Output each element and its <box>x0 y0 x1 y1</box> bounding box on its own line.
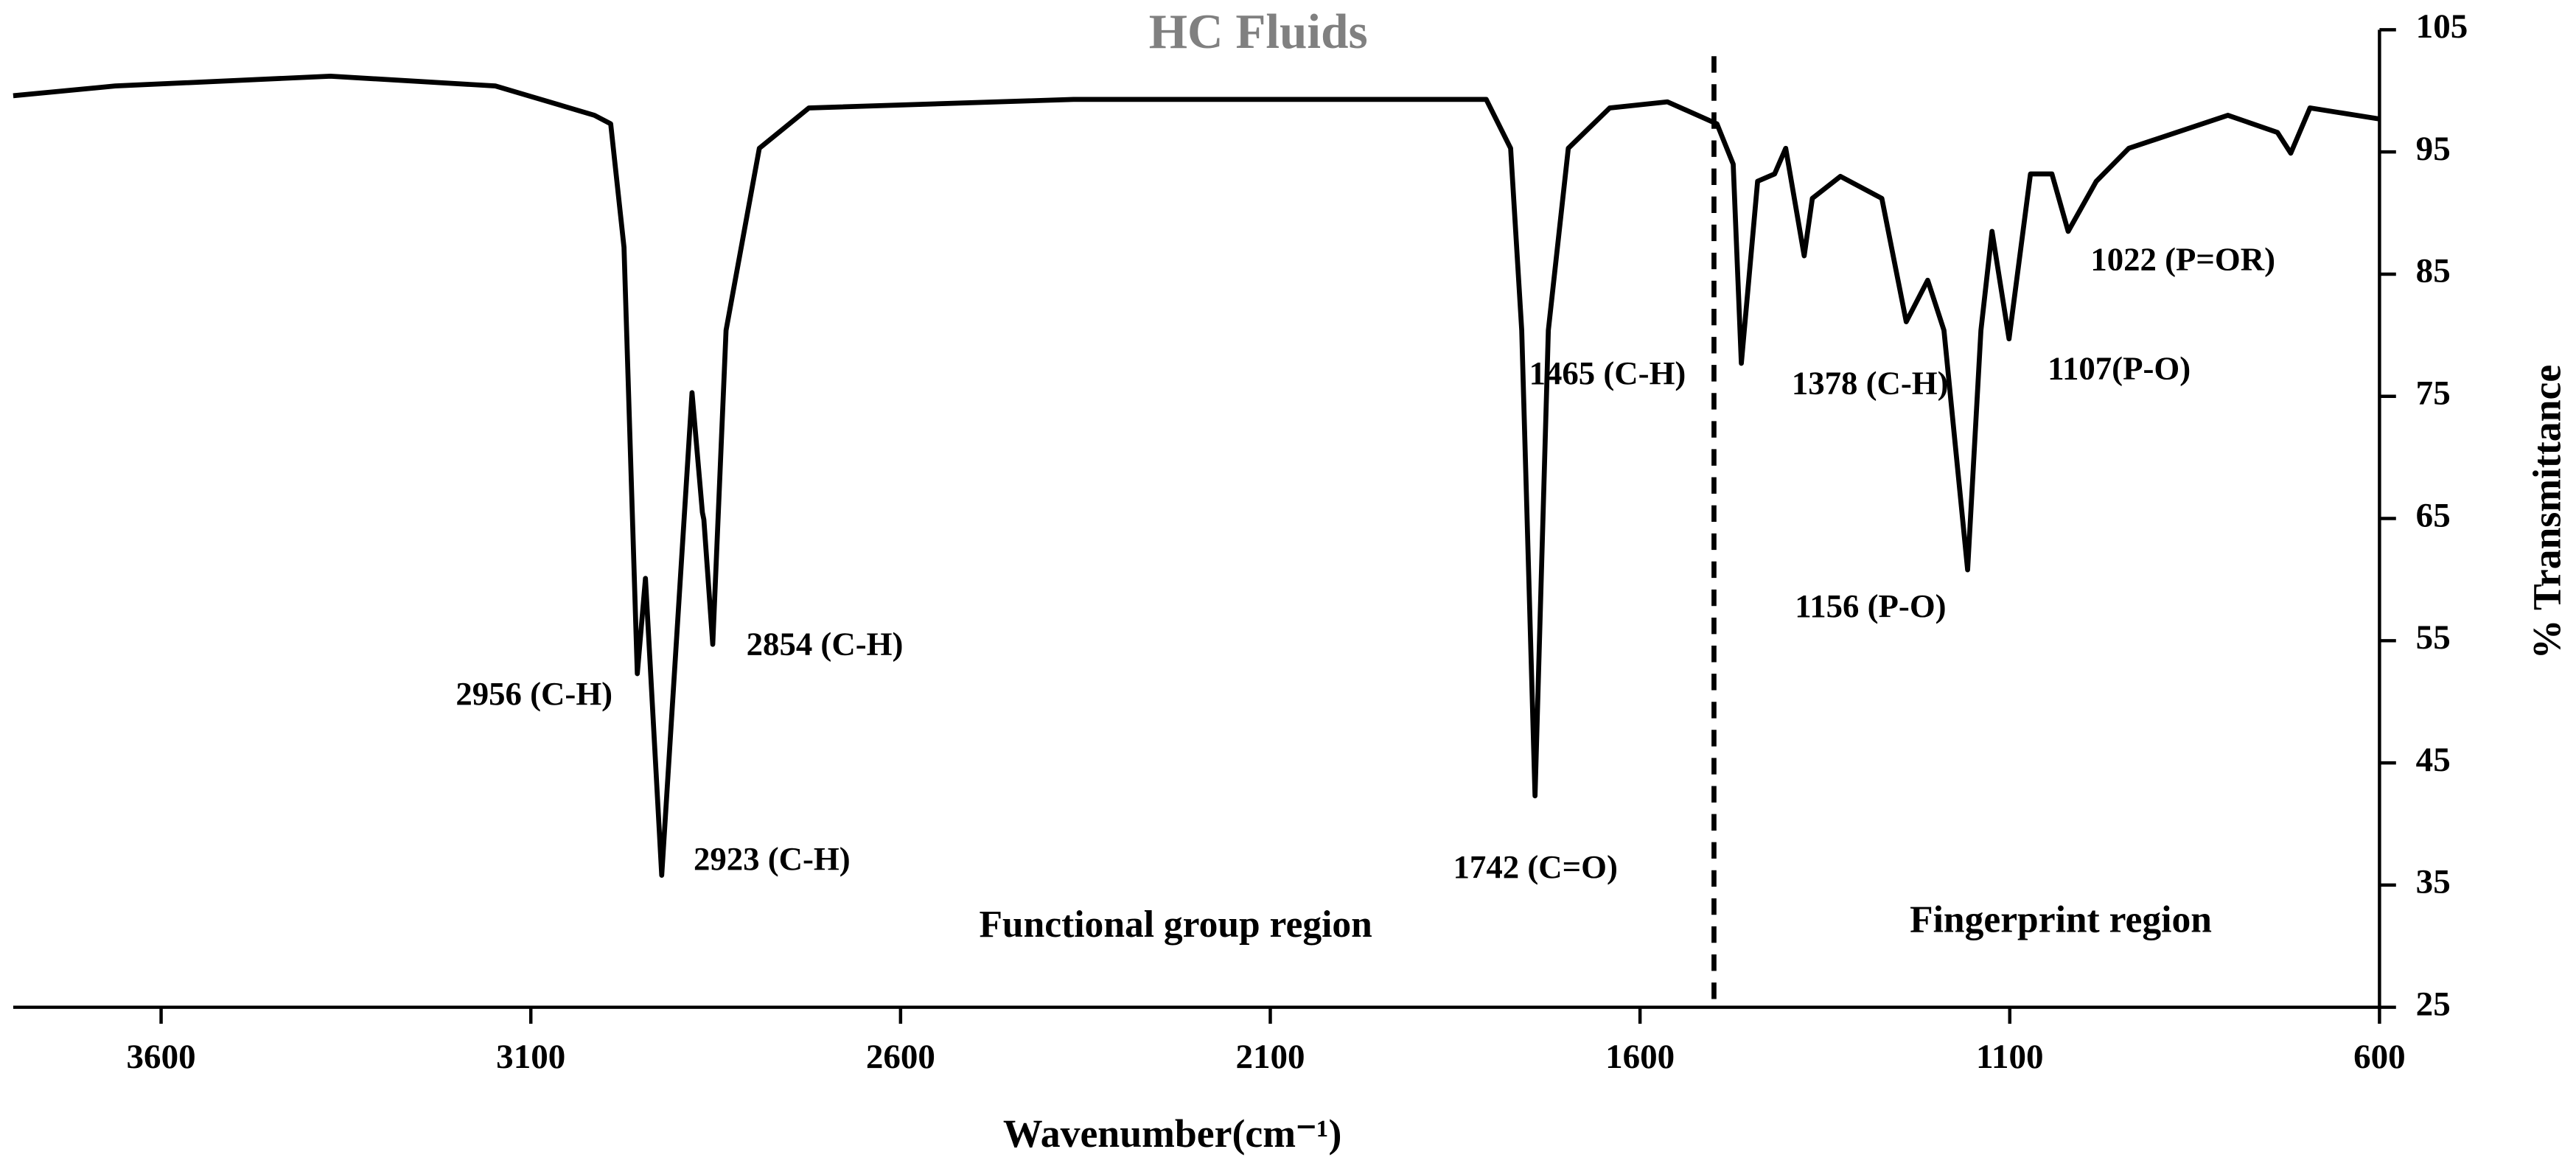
annotation: 1742 (C=O) <box>1453 848 1618 885</box>
annotation: 1022 (P=OR) <box>2090 241 2275 278</box>
x-tick-label: 600 <box>2353 1038 2406 1076</box>
y-tick-label: 25 <box>2416 985 2451 1023</box>
x-tick-label: 2600 <box>866 1038 935 1076</box>
annotation: 1156 (P-O) <box>1795 587 1946 624</box>
annotation: Functional group region <box>979 904 1372 946</box>
annotation: 2854 (C-H) <box>747 626 904 663</box>
y-tick-label: 65 <box>2416 496 2451 534</box>
y-axis-label: % Transmittance <box>2525 365 2569 660</box>
annotation: 1378 (C-H) <box>1792 365 1949 402</box>
x-tick-label: 2100 <box>1235 1038 1305 1076</box>
y-tick-label: 85 <box>2416 252 2451 290</box>
annotation: 1465 (C-H) <box>1529 355 1686 391</box>
spectrum-line <box>13 74 2380 878</box>
annotation: Fingerprint region <box>1910 898 2212 940</box>
x-tick-label: 3600 <box>127 1038 196 1076</box>
annotation: 1107(P-O) <box>2048 349 2191 386</box>
y-tick-label: 75 <box>2416 374 2451 413</box>
y-tick-label: 35 <box>2416 863 2451 901</box>
x-tick-label: 1600 <box>1605 1038 1675 1076</box>
x-tick-label: 1100 <box>1976 1038 2043 1076</box>
y-tick-label: 45 <box>2416 741 2451 779</box>
y-tick-label: 95 <box>2416 130 2451 168</box>
y-tick-label: 55 <box>2416 618 2451 657</box>
x-tick-label: 3100 <box>496 1038 565 1076</box>
y-tick-label: 105 <box>2416 7 2468 46</box>
annotation: 2923 (C-H) <box>694 840 851 877</box>
x-axis-label: Wavenumber(cm⁻¹) <box>1003 1111 1341 1156</box>
chart-title: HC Fluids <box>1149 4 1368 59</box>
annotation: 2956 (C-H) <box>455 675 612 712</box>
